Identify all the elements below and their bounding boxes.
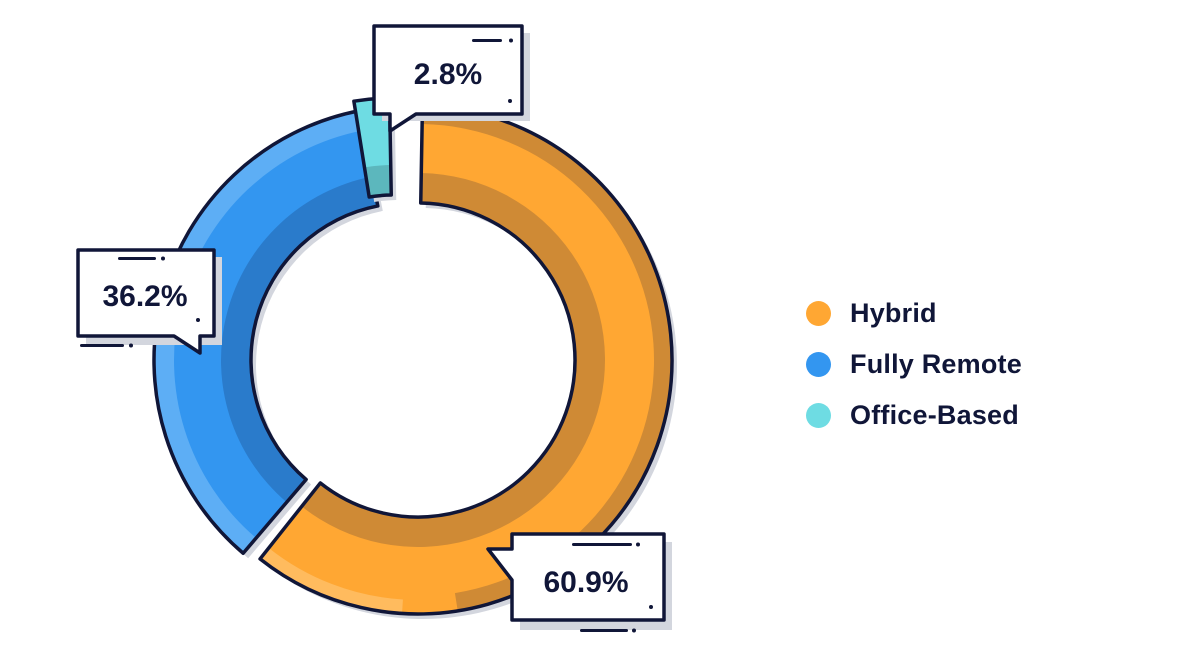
legend-label: Hybrid [850,298,937,328]
callout-remote: 36.2% [76,248,222,355]
donut-slices [152,96,678,620]
legend-item-hybrid[interactable]: Hybrid [806,288,1022,339]
legend-dot-office-based-icon [806,403,831,428]
slice-fully-remote[interactable] [152,108,383,559]
callout-remote-label: 36.2% [102,280,187,313]
legend-dot-hybrid-icon [806,301,831,326]
legend-label: Office-Based [850,400,1019,430]
legend-dot-fully-remote-icon [806,352,831,377]
slice-office-based[interactable] [352,96,397,202]
callout-office-label: 2.8% [414,58,482,91]
legend-item-office-based[interactable]: Office-Based [806,390,1022,441]
callout-office: 2.8% [372,24,530,133]
slice-hybrid[interactable] [258,104,678,620]
legend: Hybrid Fully Remote Office-Based [806,288,1022,441]
legend-item-fully-remote[interactable]: Fully Remote [806,339,1022,390]
legend-label: Fully Remote [850,349,1022,379]
callout-hybrid-label: 60.9% [543,566,628,599]
callout-hybrid: 60.9% [486,532,672,633]
